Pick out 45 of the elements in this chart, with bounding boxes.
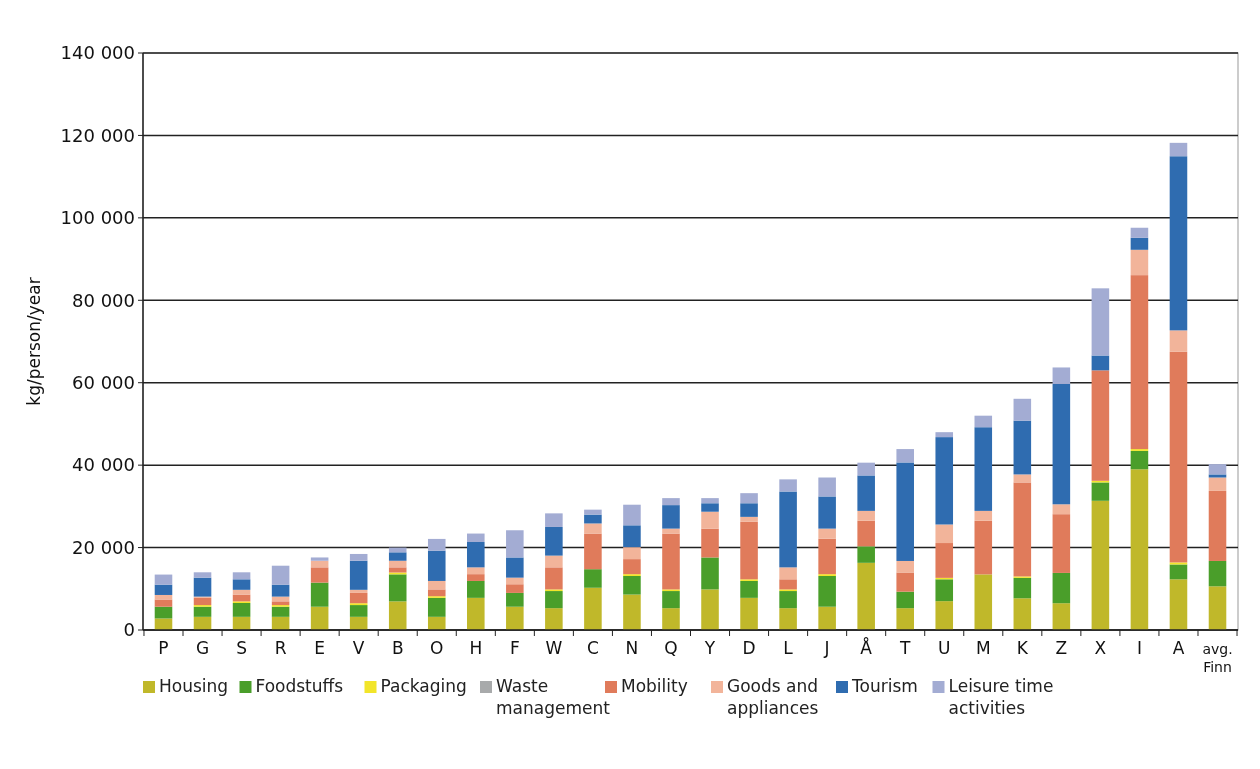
x-tick-label: Q [664, 638, 678, 658]
y-axis-title: kg/person/year [24, 277, 44, 406]
x-tick-label: S [236, 638, 247, 658]
x-tick-label: T [899, 638, 912, 658]
x-tick-label: J [823, 638, 830, 658]
x-tick-label: Y [703, 638, 716, 658]
x-tick-label: H [469, 638, 483, 658]
x-tick-label: A [1172, 638, 1185, 658]
x-tick-label: N [625, 638, 639, 658]
y-tick-label: 140 000 [60, 42, 135, 64]
legend-label: Foodstuffs [255, 676, 344, 696]
x-tick-label: M [975, 638, 991, 658]
y-tick-label: 120 000 [60, 124, 135, 146]
x-tick-label: D [742, 638, 756, 658]
x-tick-label: P [158, 638, 169, 658]
x-tick-label: B [391, 638, 404, 658]
x-tick-label: K [1016, 638, 1029, 658]
legend-label: Housing [159, 676, 229, 696]
legend-label: Waste management [496, 676, 611, 718]
legend-label: Goods and appliances [727, 676, 819, 718]
x-tick-label: Z [1055, 638, 1068, 658]
y-tick-label: 0 [123, 619, 135, 641]
x-tick-label: Å [860, 637, 873, 658]
y-tick-label: 80 000 [72, 289, 135, 311]
legend-label: Tourism [851, 676, 918, 696]
x-tick-label: V [352, 638, 365, 658]
x-tick-label: I [1136, 638, 1142, 658]
x-tick-label: F [509, 638, 520, 658]
y-tick-label: 40 000 [72, 454, 135, 476]
legend-label: Packaging [380, 676, 467, 696]
legend-label: Leisure time activities [948, 676, 1054, 718]
y-tick-label: 20 000 [72, 536, 135, 558]
x-tick-label: C [586, 638, 599, 658]
x-tick-label: G [195, 638, 210, 658]
x-tick-label: R [274, 638, 287, 658]
y-tick-label: 100 000 [60, 207, 135, 229]
x-tick-label: X [1094, 638, 1107, 658]
y-tick-label: 60 000 [72, 372, 135, 394]
x-tick-label: W [545, 638, 563, 658]
x-tick-label: avg. Finn [1202, 641, 1233, 675]
x-tick-label: E [314, 638, 326, 658]
legend-label: Mobility [621, 676, 688, 696]
x-tick-label: O [430, 638, 444, 658]
x-tick-label: L [783, 638, 794, 658]
x-tick-label: U [938, 638, 951, 658]
